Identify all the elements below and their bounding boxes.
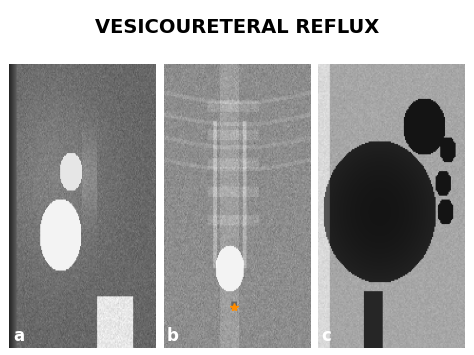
Text: VESICOURETERAL REFLUX: VESICOURETERAL REFLUX [95,18,379,37]
Text: b: b [167,327,179,345]
Text: a: a [13,327,24,345]
Text: c: c [322,327,332,345]
